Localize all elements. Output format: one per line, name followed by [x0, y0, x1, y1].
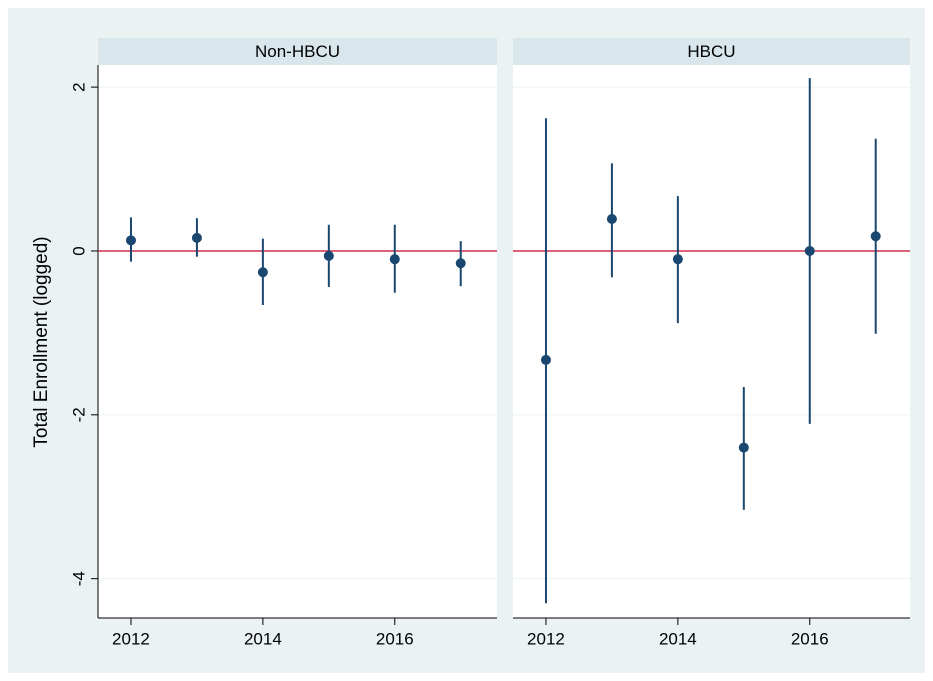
x-tick-label: 2016 — [376, 629, 414, 648]
point — [455, 258, 466, 269]
y-tick-label: 2 — [69, 82, 88, 91]
panel-title: Non-HBCU — [255, 42, 340, 61]
panel-title: HBCU — [687, 42, 735, 61]
plot-area — [513, 65, 910, 618]
point — [672, 254, 683, 265]
point — [606, 214, 617, 225]
x-tick-label: 2014 — [659, 629, 697, 648]
point — [125, 235, 136, 246]
point — [257, 267, 268, 278]
y-tick-label: -4 — [69, 571, 88, 586]
plot-area — [98, 65, 497, 618]
point — [804, 245, 815, 256]
point — [191, 232, 202, 243]
panel-header — [98, 38, 497, 65]
point — [870, 231, 881, 242]
x-tick-label: 2012 — [527, 629, 565, 648]
y-axis-label: Total Enrollment (logged) — [31, 236, 52, 447]
y-tick-label: -2 — [69, 407, 88, 422]
point — [323, 250, 334, 261]
point — [738, 442, 749, 453]
x-tick-label: 2014 — [244, 629, 282, 648]
point — [540, 354, 551, 365]
y-tick-label: 0 — [69, 246, 88, 255]
x-tick-label: 2012 — [112, 629, 150, 648]
point — [389, 254, 400, 265]
panel-header — [513, 38, 910, 65]
x-tick-label: 2016 — [791, 629, 829, 648]
